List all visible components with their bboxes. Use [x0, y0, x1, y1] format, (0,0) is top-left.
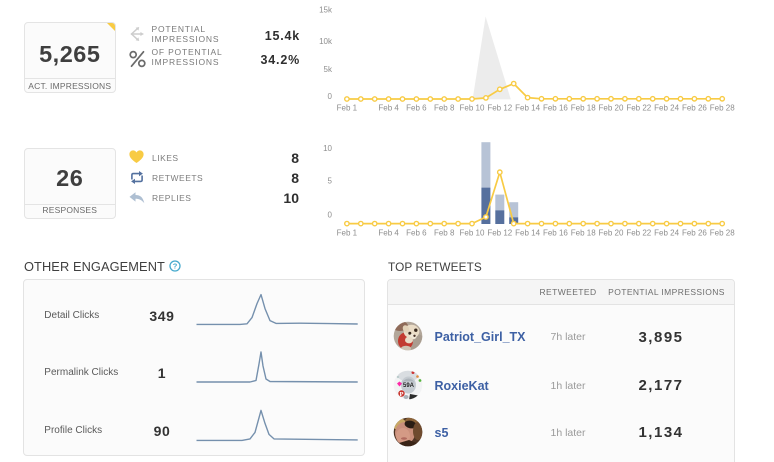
svg-text:Feb 22: Feb 22 — [626, 104, 651, 113]
svg-text:Feb 12: Feb 12 — [487, 229, 512, 238]
svg-text:Feb 16: Feb 16 — [543, 104, 568, 113]
svg-text:Feb 28: Feb 28 — [710, 229, 735, 238]
svg-text:Feb 10: Feb 10 — [460, 104, 485, 113]
svg-text:Feb 26: Feb 26 — [682, 104, 707, 113]
svg-text:Feb 14: Feb 14 — [515, 229, 540, 238]
svg-text:Feb 8: Feb 8 — [434, 229, 455, 238]
svg-text:Feb 4: Feb 4 — [378, 229, 399, 238]
svg-text:Feb 1: Feb 1 — [337, 104, 358, 113]
svg-text:Feb 12: Feb 12 — [487, 104, 512, 113]
svg-text:Feb 8: Feb 8 — [434, 104, 455, 113]
svg-text:Feb 20: Feb 20 — [599, 229, 624, 238]
svg-text:15k: 15k — [319, 5, 333, 14]
svg-text:10k: 10k — [319, 37, 333, 46]
svg-text:?: ? — [173, 262, 178, 271]
svg-text:Feb 22: Feb 22 — [626, 229, 651, 238]
svg-text:Feb 24: Feb 24 — [654, 229, 679, 238]
svg-text:Feb 10: Feb 10 — [460, 229, 485, 238]
svg-text:Feb 18: Feb 18 — [571, 229, 596, 238]
svg-text:Feb 6: Feb 6 — [406, 229, 427, 238]
svg-text:Feb 14: Feb 14 — [515, 104, 540, 113]
svg-text:Feb 24: Feb 24 — [654, 104, 679, 113]
svg-text:Feb 6: Feb 6 — [406, 104, 427, 113]
svg-text:Feb 4: Feb 4 — [378, 104, 399, 113]
svg-text:10: 10 — [323, 144, 332, 153]
svg-text:Feb 26: Feb 26 — [682, 229, 707, 238]
svg-text:P: P — [400, 391, 404, 398]
svg-text:Feb 16: Feb 16 — [543, 229, 568, 238]
svg-text:59A: 59A — [403, 383, 415, 389]
svg-text:0: 0 — [328, 210, 333, 219]
svg-text:Feb 18: Feb 18 — [571, 104, 596, 113]
svg-text:5: 5 — [328, 176, 333, 185]
svg-text:5k: 5k — [324, 65, 333, 74]
svg-text:Feb 1: Feb 1 — [337, 229, 358, 238]
svg-text:Feb 28: Feb 28 — [710, 104, 735, 113]
svg-text:0: 0 — [328, 92, 333, 101]
svg-text:Feb 20: Feb 20 — [599, 104, 624, 113]
